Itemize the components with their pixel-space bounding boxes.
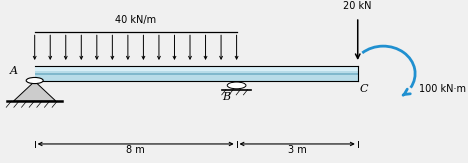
Text: 20 kN: 20 kN xyxy=(344,1,372,11)
Text: 100 kN·m: 100 kN·m xyxy=(419,84,467,94)
Text: 8 m: 8 m xyxy=(126,145,145,155)
Text: 40 kN/m: 40 kN/m xyxy=(115,15,156,25)
Bar xyxy=(35,73,358,75)
Text: A: A xyxy=(10,66,18,76)
Circle shape xyxy=(26,77,43,84)
Text: C: C xyxy=(360,84,368,94)
Bar xyxy=(35,66,358,71)
Circle shape xyxy=(227,82,246,89)
Text: 3 m: 3 m xyxy=(288,145,307,155)
Bar xyxy=(35,66,358,81)
Text: B: B xyxy=(222,92,230,102)
Polygon shape xyxy=(14,81,56,101)
